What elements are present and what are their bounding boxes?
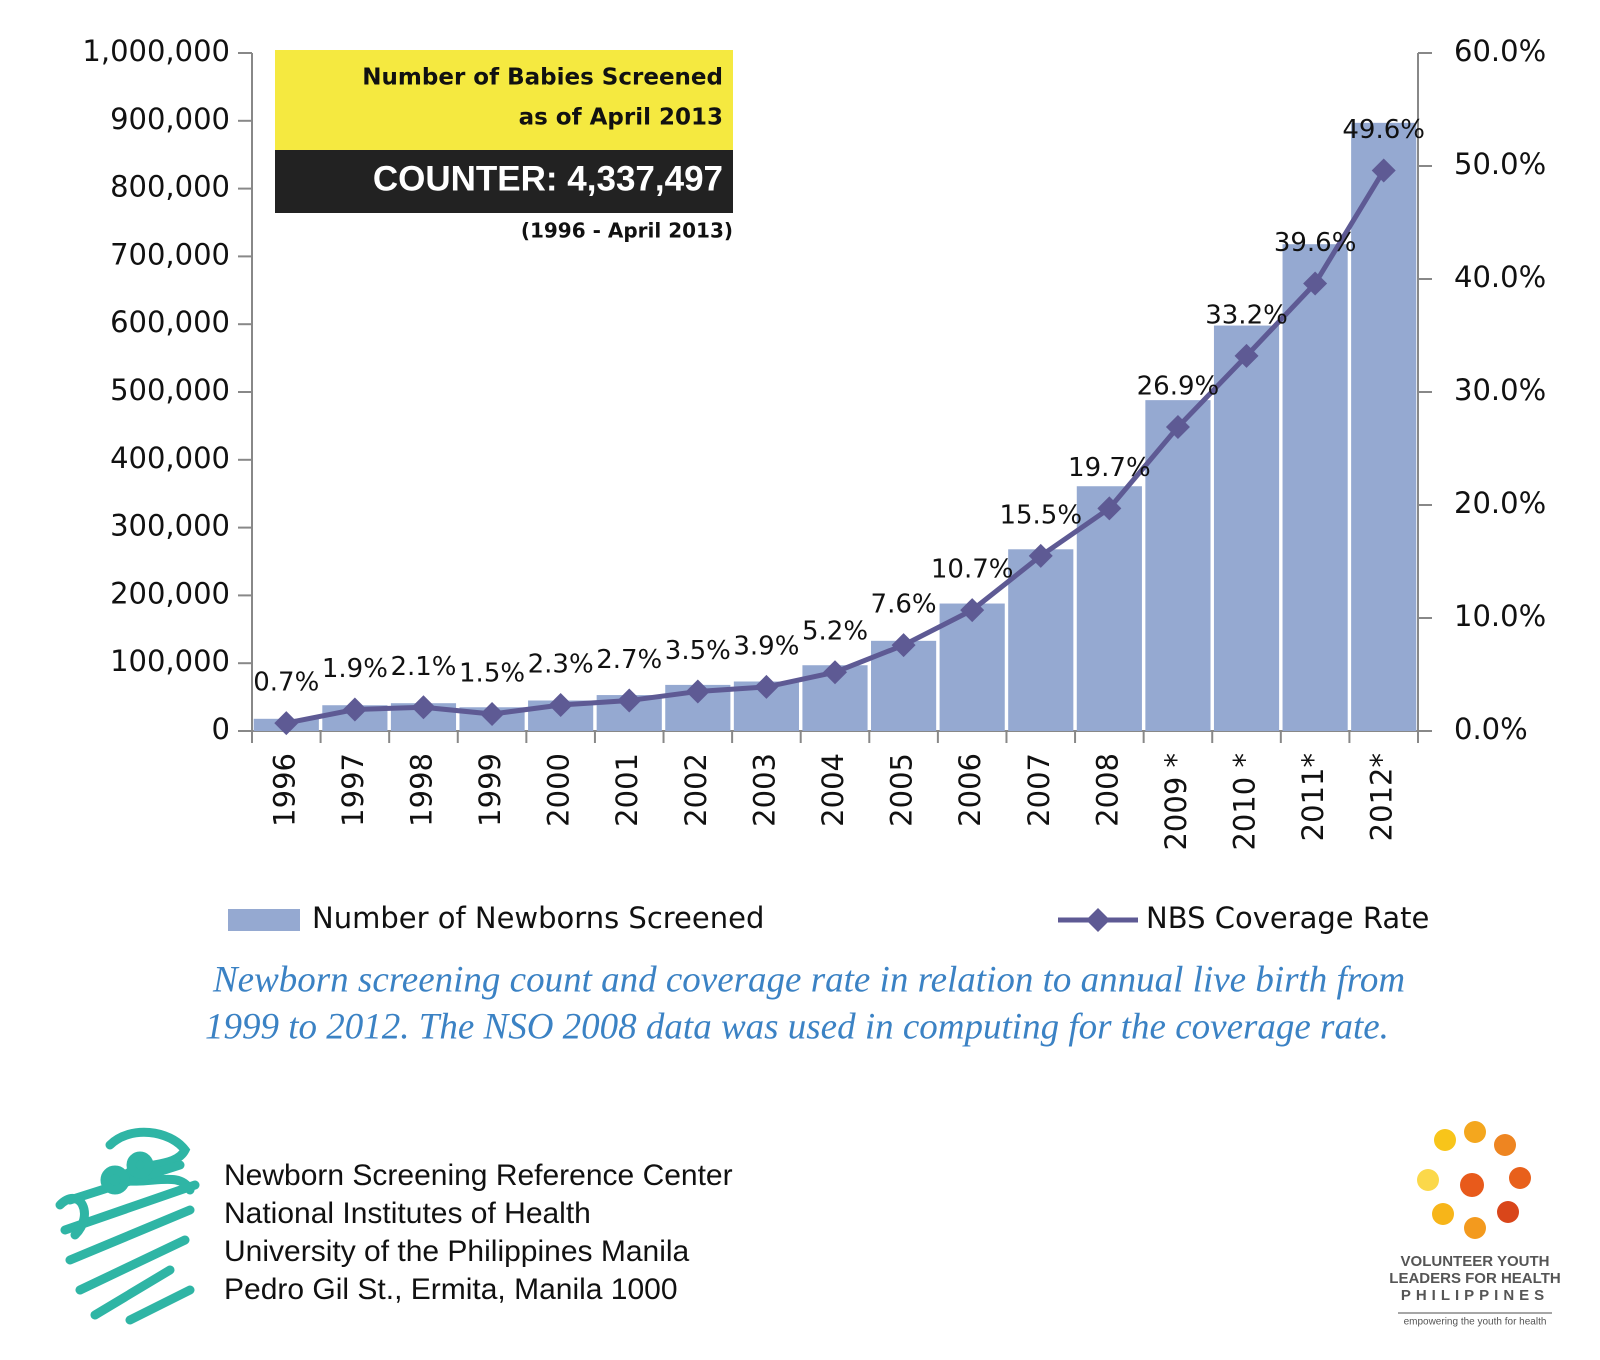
marker	[411, 695, 436, 720]
y-tick-label: 800,000	[110, 170, 230, 204]
bar	[939, 603, 1005, 731]
counter-title: Number of Babies Screened	[362, 65, 723, 91]
marker	[1303, 271, 1328, 296]
logo-text: empowering the youth for health	[1404, 1317, 1547, 1328]
data-label: 2.7%	[596, 645, 662, 675]
marker	[1165, 415, 1190, 440]
y-tick-label: 300,000	[110, 509, 230, 543]
x-tick-label: 2012*	[1365, 753, 1399, 841]
caption-line: 1999 to 2012. The NSO 2008 data was used…	[205, 1006, 1389, 1047]
y-tick-label: 400,000	[110, 441, 230, 475]
data-label: 33.2%	[1205, 300, 1288, 330]
marker	[617, 688, 642, 713]
legend-swatch	[228, 909, 300, 931]
bar	[1351, 122, 1417, 732]
counter-period: (1996 - April 2013)	[521, 219, 733, 243]
y-tick-label: 600,000	[110, 305, 230, 339]
counter-header-box	[275, 50, 733, 150]
data-label: 39.6%	[1274, 228, 1357, 258]
y-tick-label: 700,000	[110, 237, 230, 271]
x-tick-label: 2003	[747, 753, 781, 827]
legend-swatch	[1086, 908, 1110, 932]
x-tick-label: 2008	[1090, 753, 1124, 827]
bar	[1008, 549, 1074, 731]
x-tick-label: 1996	[267, 753, 301, 827]
logo-text: PHILIPPINES	[1401, 1287, 1549, 1304]
y2-tick-label: 10.0%	[1454, 599, 1546, 633]
x-tick-label: 2009 *	[1159, 753, 1193, 851]
marker	[891, 633, 916, 658]
bar	[1282, 244, 1348, 732]
y2-tick-label: 60.0%	[1454, 34, 1546, 68]
marker	[1371, 158, 1396, 183]
marker	[960, 598, 985, 623]
marker	[754, 674, 779, 699]
marker	[274, 711, 299, 736]
data-label: 5.2%	[802, 617, 868, 647]
caption-line: Newborn screening count and coverage rat…	[212, 959, 1405, 1000]
y2-tick-label: 30.0%	[1454, 373, 1546, 407]
x-tick-label: 1997	[336, 753, 370, 827]
data-label: 2.3%	[528, 650, 594, 680]
data-label: 2.1%	[390, 652, 456, 682]
x-tick-label: 2006	[953, 753, 987, 827]
bar	[1145, 400, 1211, 731]
logo-text: LEADERS FOR HEALTH	[1389, 1270, 1560, 1287]
bar	[1076, 486, 1142, 731]
data-label: 1.9%	[322, 654, 388, 684]
footer-line: University of the Philippines Manila	[224, 1235, 690, 1268]
y-tick-label: 0	[212, 712, 230, 746]
bar	[1213, 325, 1280, 731]
y2-tick-label: 50.0%	[1454, 147, 1546, 181]
x-tick-label: 1999	[473, 753, 507, 827]
footer-line: National Institutes of Health	[224, 1197, 591, 1230]
x-tick-label: 2004	[816, 753, 850, 827]
marker	[480, 702, 505, 727]
data-label: 10.7%	[931, 555, 1014, 585]
x-tick-label: 1998	[404, 753, 438, 827]
data-label: 15.5%	[999, 500, 1082, 530]
data-label: 3.9%	[733, 631, 799, 661]
counter-subtitle: as of April 2013	[519, 105, 723, 131]
counter-value: COUNTER: 4,337,497	[373, 159, 723, 198]
marker	[685, 679, 710, 704]
y-tick-label: 200,000	[110, 576, 230, 610]
marker	[1097, 496, 1122, 521]
nsrc-logo	[55, 1127, 200, 1325]
x-tick-label: 2007	[1022, 753, 1056, 827]
counter-box	[275, 150, 733, 213]
data-label: 0.7%	[253, 668, 319, 698]
footer-line: Pedro Gil St., Ermita, Manila 1000	[224, 1273, 678, 1306]
x-tick-label: 2010 *	[1228, 753, 1262, 851]
y-tick-label: 500,000	[110, 373, 230, 407]
data-label: 19.7%	[1068, 453, 1151, 483]
y-tick-label: 100,000	[110, 644, 230, 678]
x-tick-label: 2011*	[1296, 753, 1330, 841]
x-tick-label: 2005	[885, 753, 919, 827]
y-tick-label: 1,000,000	[82, 34, 230, 68]
marker	[823, 660, 847, 685]
y2-tick-label: 20.0%	[1454, 486, 1546, 520]
data-label: 3.5%	[665, 636, 731, 666]
logo-text: VOLUNTEER YOUTH	[1401, 1253, 1550, 1270]
x-tick-label: 2002	[679, 753, 713, 827]
x-tick-label: 2000	[542, 753, 576, 827]
marker	[342, 697, 367, 722]
legend-label: Number of Newborns Screened	[312, 901, 764, 935]
legend-label: NBS Coverage Rate	[1146, 901, 1429, 935]
data-label: 7.6%	[871, 590, 937, 620]
vylh-logo	[1398, 1121, 1552, 1314]
y2-tick-label: 40.0%	[1454, 260, 1546, 294]
marker	[548, 693, 573, 718]
footer-line: Newborn Screening Reference Center	[224, 1159, 733, 1192]
marker	[1028, 543, 1053, 568]
y-tick-label: 900,000	[110, 102, 230, 136]
data-label: 1.5%	[459, 659, 525, 689]
y2-tick-label: 0.0%	[1454, 712, 1528, 746]
data-label: 49.6%	[1342, 115, 1425, 145]
x-tick-label: 2001	[610, 753, 644, 827]
data-label: 26.9%	[1137, 372, 1220, 402]
marker	[1234, 343, 1259, 368]
